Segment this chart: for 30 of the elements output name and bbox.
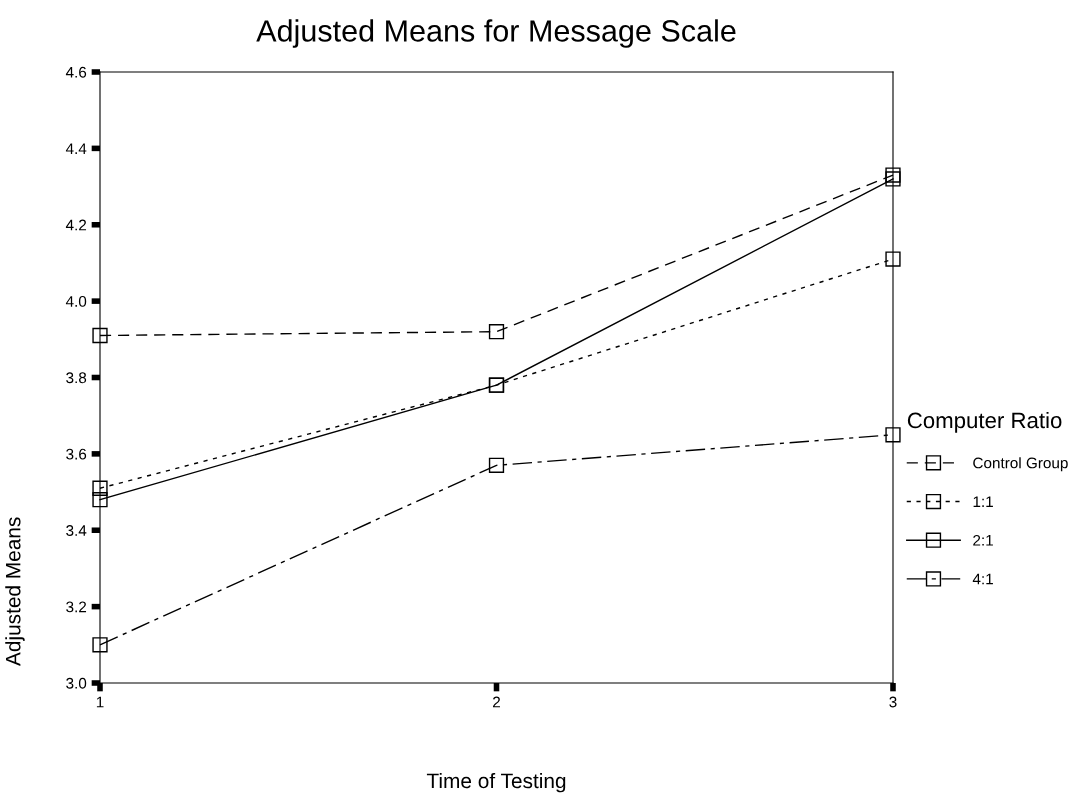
x-tick-label: 3 [889,696,897,708]
x-axis-title: Time of Testing [426,772,566,793]
y-tick-label: 3.8 [66,372,87,384]
legend-label: 1:1 [973,496,993,507]
legend-label: Control Group [973,457,1068,472]
y-tick-label: 4.6 [65,66,87,78]
y-axis-title: Adjusted Means [5,517,25,666]
y-tick-label: 3.0 [66,677,87,689]
y-tick-label: 4.2 [65,219,87,231]
point [488,457,505,473]
legend-label: 4:1 [972,573,993,585]
legend-title: Computer Ratio [907,411,1062,433]
point [885,427,901,443]
point [92,492,108,508]
point [885,171,901,187]
legend-label: 2:1 [973,534,993,546]
x-tick-label: 1 [96,696,104,708]
point [885,167,901,183]
point [488,324,505,340]
y-tick-label: 3.4 [66,525,87,536]
y-tick-label: 4.0 [65,295,87,307]
point [92,327,108,344]
point [92,637,108,653]
y-tick-label: 4.4 [65,143,87,154]
point [885,251,901,267]
y-tick-label: 3.2 [66,601,87,613]
chart-title: Adjusted Means for Message Scale [256,19,736,48]
y-tick-label: 3.6 [66,448,87,460]
point [92,480,108,496]
x-tick-label: 2 [493,696,500,708]
